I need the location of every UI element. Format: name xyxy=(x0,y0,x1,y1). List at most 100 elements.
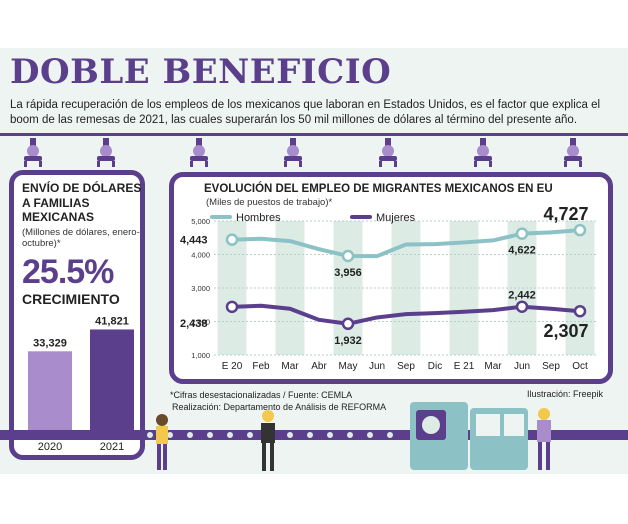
conveyor-roller xyxy=(327,432,333,438)
robot-arm-claw-right xyxy=(489,161,492,167)
footnote-credit: Realización: Departamento de Análisis de… xyxy=(172,402,387,412)
robot-arm-joint xyxy=(100,145,112,157)
remittances-panel: ENVÍO DE DÓLARES A FAMILIAS MEXICANAS (M… xyxy=(9,170,145,460)
x-tick-label: Dic xyxy=(428,361,442,372)
y-tick-label: 1,000 xyxy=(191,351,210,360)
conveyor-roller xyxy=(167,432,173,438)
x-tick-label: Sep xyxy=(397,361,415,372)
conveyor-roller xyxy=(287,432,293,438)
x-tick-label: Mar xyxy=(484,361,502,372)
page-title: DOBLE BENEFICIO xyxy=(10,52,392,92)
robot-arm-claw-left xyxy=(24,161,27,167)
footnote: *Cifras desestacionalizadas / Fuente: CE… xyxy=(170,389,386,413)
bar-category-label: 2021 xyxy=(100,441,124,453)
robot-arm-mount xyxy=(480,138,486,148)
robot-arm-claw-right xyxy=(394,161,397,167)
conveyor-roller xyxy=(307,432,313,438)
conveyor-roller xyxy=(227,432,233,438)
robot-arm-joint xyxy=(382,145,394,157)
robot-arm-claw-right xyxy=(39,161,42,167)
data-point xyxy=(573,223,587,237)
conveyor-rail xyxy=(0,133,628,136)
robot-arm-claw-left xyxy=(379,161,382,167)
y-tick-label: 2,000 xyxy=(191,318,210,327)
y-tick-label: 4,000 xyxy=(191,251,210,260)
robot-arm-icon xyxy=(97,138,115,167)
robot-arm-claw-left xyxy=(190,161,193,167)
worker-figure-right xyxy=(537,408,551,470)
robot-arm-mount xyxy=(103,138,109,148)
remittances-bar-chart: 33,329 2020 41,821 2021 xyxy=(28,315,134,453)
data-point xyxy=(515,300,529,313)
machine-illustration xyxy=(410,402,528,470)
robot-arm-head xyxy=(284,156,302,161)
robot-arm-head xyxy=(24,156,42,161)
data-label: 4,727 xyxy=(543,204,588,224)
chart-subtitle: (Miles de puestos de trabajo)* xyxy=(206,197,333,208)
data-point xyxy=(341,249,355,263)
data-label: 1,932 xyxy=(334,335,362,347)
robot-arm-claw-right xyxy=(205,161,208,167)
robot-arm-claw-right xyxy=(112,161,115,167)
robot-arm-joint xyxy=(567,145,579,157)
x-tick-label: E 21 xyxy=(454,361,475,372)
data-point xyxy=(515,227,529,240)
remittances-heading: ENVÍO DE DÓLARES A FAMILIAS MEXICANAS xyxy=(22,181,142,224)
robot-arm-claw-left xyxy=(97,161,100,167)
x-tick-label: Jun xyxy=(369,361,385,372)
robot-arm-icon xyxy=(284,138,302,167)
x-tick-label: Oct xyxy=(572,361,588,372)
robot-arm-head xyxy=(379,156,397,161)
robot-arm-mount xyxy=(385,138,391,148)
x-tick-label: Jun xyxy=(514,361,530,372)
x-tick-label: E 20 xyxy=(222,361,243,372)
footnote-source: *Cifras desestacionalizadas / Fuente: CE… xyxy=(170,390,353,400)
x-tick-label: Mar xyxy=(281,361,299,372)
data-point xyxy=(341,317,355,331)
data-label: 2,438 xyxy=(180,318,208,330)
robot-arm-mount xyxy=(570,138,576,148)
bar-2020 xyxy=(28,351,72,437)
illustration-credit: Ilustración: Freepik xyxy=(527,389,604,399)
robot-arm-claw-left xyxy=(474,161,477,167)
robot-arm-head xyxy=(564,156,582,161)
conveyor-roller xyxy=(367,432,373,438)
chart-title: EVOLUCIÓN DEL EMPLEO DE MIGRANTES MEXICA… xyxy=(204,183,553,195)
y-tick-label: 5,000 xyxy=(191,217,210,226)
x-tick-label: Abr xyxy=(311,361,327,372)
conveyor-roller xyxy=(347,432,353,438)
data-label: 4,622 xyxy=(508,245,536,257)
robot-arm-claw-left xyxy=(564,161,567,167)
legend-label: Mujeres xyxy=(376,212,416,224)
data-label: 2,442 xyxy=(508,290,536,302)
data-label: 3,956 xyxy=(334,267,362,279)
robot-arm-claw-right xyxy=(579,161,582,167)
robot-arm-mount xyxy=(290,138,296,148)
data-point xyxy=(573,304,587,318)
robot-arm-icon xyxy=(564,138,582,167)
worker-figure-center xyxy=(261,410,275,471)
bar-value-label: 33,329 xyxy=(33,337,67,349)
legend-label: Hombres xyxy=(236,212,281,224)
conveyor-roller xyxy=(247,432,253,438)
robot-arm-head xyxy=(97,156,115,161)
robot-arm-claw-left xyxy=(284,161,287,167)
conveyor-roller xyxy=(207,432,213,438)
employment-panel: EVOLUCIÓN DEL EMPLEO DE MIGRANTES MEXICA… xyxy=(169,172,613,384)
data-point xyxy=(225,233,239,246)
employment-line-chart: 1,000 2,000 3,000 4,000 5,000 E 20 Feb Mar Abr Ma… xyxy=(180,204,598,372)
robot-arm-icon xyxy=(474,138,492,167)
bar-value-label: 41,821 xyxy=(95,315,129,327)
data-label: 2,307 xyxy=(543,321,588,341)
robot-arm-mount xyxy=(30,138,36,148)
x-tick-label: Sep xyxy=(542,361,560,372)
robot-arm-head xyxy=(190,156,208,161)
robot-arm-head xyxy=(474,156,492,161)
growth-value: 25.5% xyxy=(22,253,114,291)
data-label: 4,443 xyxy=(180,235,208,247)
conveyor-roller xyxy=(147,432,153,438)
robot-arm-joint xyxy=(193,145,205,157)
robot-arm-icon xyxy=(24,138,42,167)
robot-arm-joint xyxy=(27,145,39,157)
conveyor-belt xyxy=(0,430,628,440)
